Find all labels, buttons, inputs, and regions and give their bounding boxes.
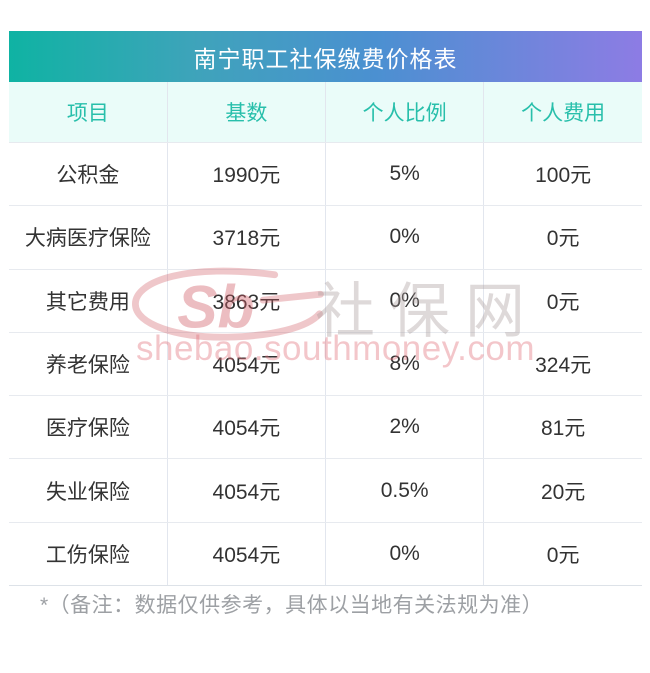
table-row: 养老保险 4054元 8% 324元 [9, 332, 642, 397]
cell-base: 4054元 [167, 458, 327, 523]
cell-item: 医疗保险 [9, 395, 168, 460]
table-row: 公积金 1990元 5% 100元 [9, 142, 642, 207]
cell-item: 养老保险 [9, 332, 168, 397]
table-row: 医疗保险 4054元 2% 81元 [9, 395, 642, 460]
table-body: 公积金 1990元 5% 100元 大病医疗保险 3718元 0% 0元 其它费… [9, 142, 642, 587]
cell-base: 4054元 [167, 332, 327, 397]
table-row: 失业保险 4054元 0.5% 20元 [9, 458, 642, 523]
cell-personal-ratio: 2% [325, 395, 485, 460]
cell-item: 其它费用 [9, 269, 168, 333]
cell-personal-fee: 20元 [483, 458, 642, 523]
cell-personal-fee: 100元 [483, 142, 642, 207]
cell-personal-ratio: 0% [325, 205, 485, 270]
table-header-row: 项目 基数 个人比例 个人费用 [9, 82, 642, 143]
column-header-item: 项目 [9, 82, 168, 143]
cell-base: 3863元 [167, 269, 327, 333]
cell-base: 1990元 [167, 142, 327, 207]
cell-personal-fee: 0元 [483, 269, 642, 333]
cell-personal-fee: 81元 [483, 395, 642, 460]
table-row: 大病医疗保险 3718元 0% 0元 [9, 205, 642, 270]
table-header: 项目 基数 个人比例 个人费用 [9, 82, 642, 143]
cell-personal-fee: 324元 [483, 332, 642, 397]
table-row: 工伤保险 4054元 0% 0元 [9, 522, 642, 587]
cell-item: 失业保险 [9, 458, 168, 523]
column-header-base: 基数 [167, 82, 327, 143]
cell-item: 大病医疗保险 [9, 205, 168, 270]
price-table-card: 南宁职工社保缴费价格表 项目 基数 个人比例 个人费用 公积金 1990元 5%… [9, 31, 642, 587]
table-title: 南宁职工社保缴费价格表 [193, 45, 458, 72]
cell-base: 3718元 [167, 205, 327, 270]
cell-personal-ratio: 0% [325, 269, 485, 333]
cell-personal-ratio: 5% [325, 142, 485, 207]
cell-base: 4054元 [167, 395, 327, 460]
column-header-personal-fee: 个人费用 [483, 82, 642, 143]
cell-personal-fee: 0元 [483, 522, 642, 587]
cell-personal-ratio: 0% [325, 522, 485, 587]
cell-personal-ratio: 8% [325, 332, 485, 397]
price-table: 项目 基数 个人比例 个人费用 公积金 1990元 5% 100元 大病医疗保险… [9, 82, 642, 587]
cell-item: 工伤保险 [9, 522, 168, 587]
cell-item: 公积金 [9, 142, 168, 207]
column-header-personal-ratio: 个人比例 [325, 82, 485, 143]
cell-base: 4054元 [167, 522, 327, 587]
footnote: *（备注：数据仅供参考，具体以当地有关法规为准） [40, 594, 544, 617]
cell-personal-ratio: 0.5% [325, 458, 485, 523]
cell-personal-fee: 0元 [483, 205, 642, 270]
table-title-bar: 南宁职工社保缴费价格表 [9, 31, 642, 82]
table-row: 其它费用 3863元 0% 0元 [9, 269, 642, 333]
